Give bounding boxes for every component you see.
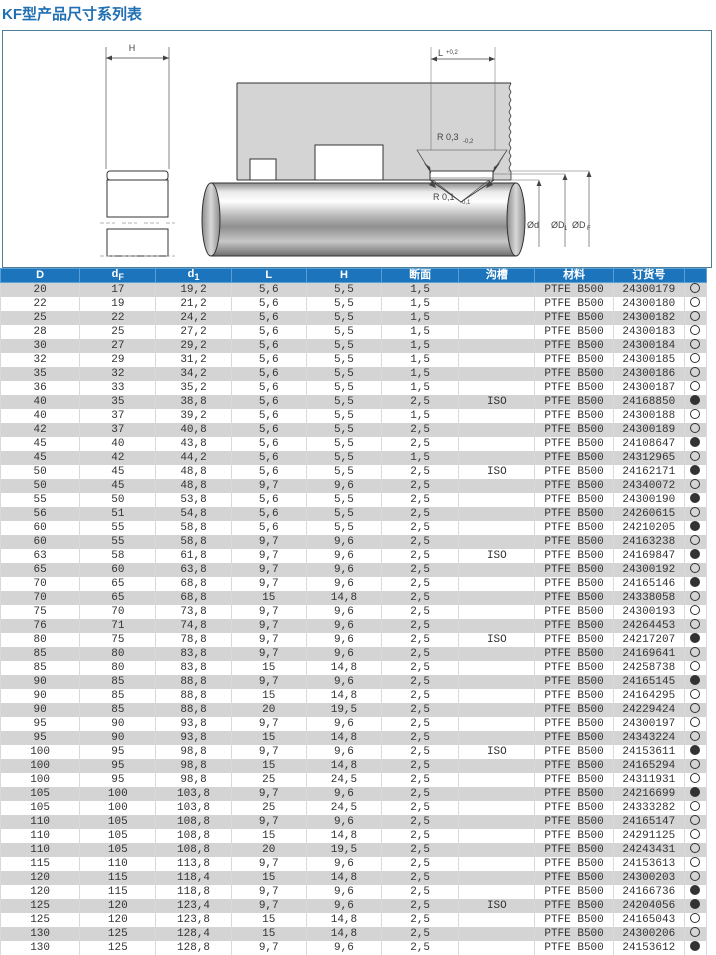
svg-text:-0,2: -0,2: [463, 139, 474, 145]
svg-text:R 0,1: R 0,1: [433, 192, 455, 202]
svg-text:R 0,3: R 0,3: [437, 132, 459, 142]
svg-text:-0,1: -0,1: [460, 200, 471, 206]
svg-text:ØD: ØD: [572, 220, 586, 230]
svg-text:ØD: ØD: [551, 220, 565, 230]
svg-text:Ød: Ød: [527, 220, 539, 230]
svg-text:+0,2: +0,2: [446, 50, 459, 56]
svg-text:L: L: [438, 48, 443, 58]
svg-text:F: F: [587, 226, 591, 232]
svg-text:1: 1: [564, 226, 568, 232]
svg-text:H: H: [129, 43, 136, 53]
